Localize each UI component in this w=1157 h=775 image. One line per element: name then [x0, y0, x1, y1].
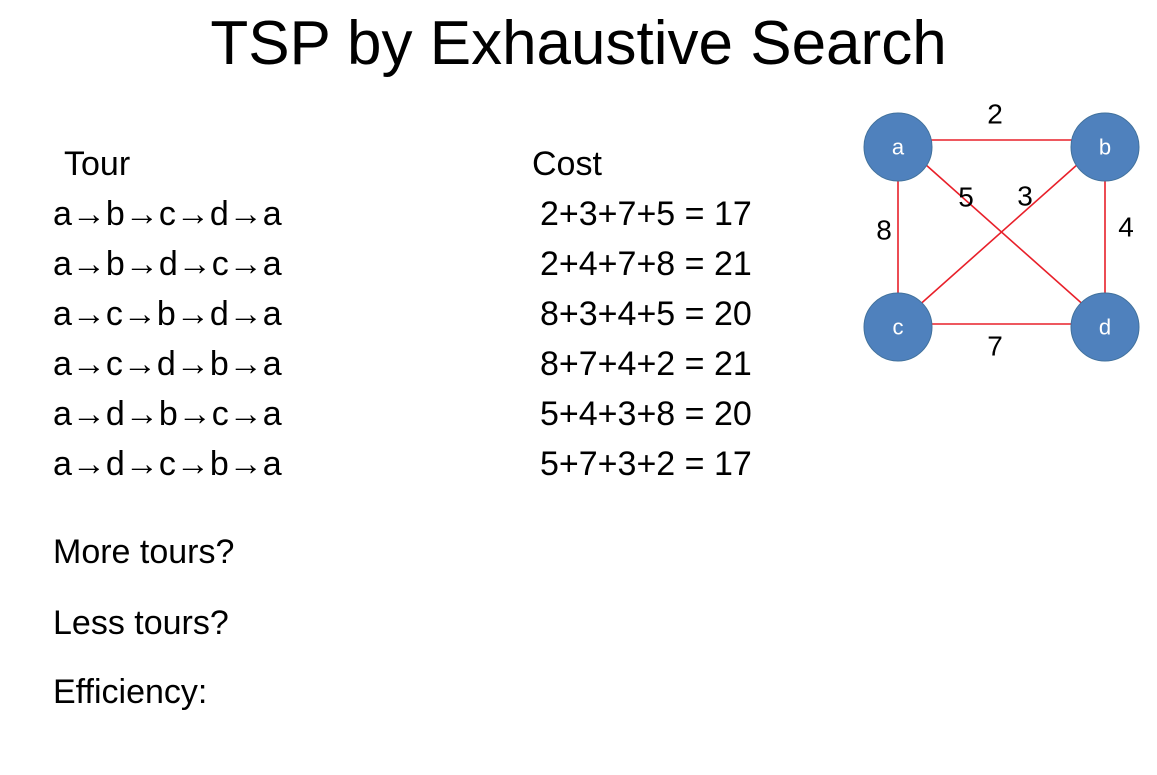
slide-title: TSP by Exhaustive Search	[210, 9, 947, 78]
weight-a-c: 8	[876, 215, 892, 246]
tour-item: a→b→c→d→a	[53, 195, 282, 233]
tsp-graph: 2 8 5 3 4 7 a b c d	[863, 99, 1140, 362]
tour-item: a→d→b→c→a	[53, 395, 282, 433]
tour-item: a→c→d→b→a	[53, 345, 282, 383]
cost-column-header: Cost	[532, 145, 602, 183]
efficiency-question: Efficiency:	[53, 673, 208, 711]
weight-c-d: 7	[987, 331, 1003, 362]
node-c-label: c	[893, 315, 904, 340]
cost-item: 8+3+4+5 = 20	[540, 295, 752, 333]
edge-b-c	[897, 139, 1106, 325]
tour-list: a→b→c→d→a a→b→d→c→a a→c→b→d→a a→c→d→b→a …	[53, 192, 282, 492]
weight-a-b: 2	[987, 99, 1003, 130]
cost-item: 5+7+3+2 = 17	[540, 445, 752, 483]
cost-item: 2+4+7+8 = 21	[540, 245, 752, 283]
more-tours-question: More tours?	[53, 533, 235, 571]
node-a: a	[863, 112, 933, 182]
node-d-label: d	[1099, 315, 1111, 340]
weight-b-c: 3	[1017, 181, 1033, 212]
node-d: d	[1070, 292, 1140, 362]
node-c: c	[863, 292, 933, 362]
tour-item: a→d→c→b→a	[53, 445, 282, 483]
cost-item: 8+7+4+2 = 21	[540, 345, 752, 383]
cost-item: 2+3+7+5 = 17	[540, 195, 752, 233]
node-b-label: b	[1099, 135, 1111, 160]
cost-item: 5+4+3+8 = 20	[540, 395, 752, 433]
tour-item: a→c→b→d→a	[53, 295, 282, 333]
less-tours-question: Less tours?	[53, 604, 229, 642]
node-b: b	[1070, 112, 1140, 182]
tour-column-header: Tour	[64, 145, 131, 183]
cost-list: 2+3+7+5 = 17 2+4+7+8 = 21 8+3+4+5 = 20 8…	[540, 192, 752, 492]
node-a-label: a	[892, 135, 905, 160]
weight-a-d: 5	[958, 182, 974, 213]
tour-item: a→b→d→c→a	[53, 245, 282, 283]
weight-b-d: 4	[1118, 212, 1134, 243]
